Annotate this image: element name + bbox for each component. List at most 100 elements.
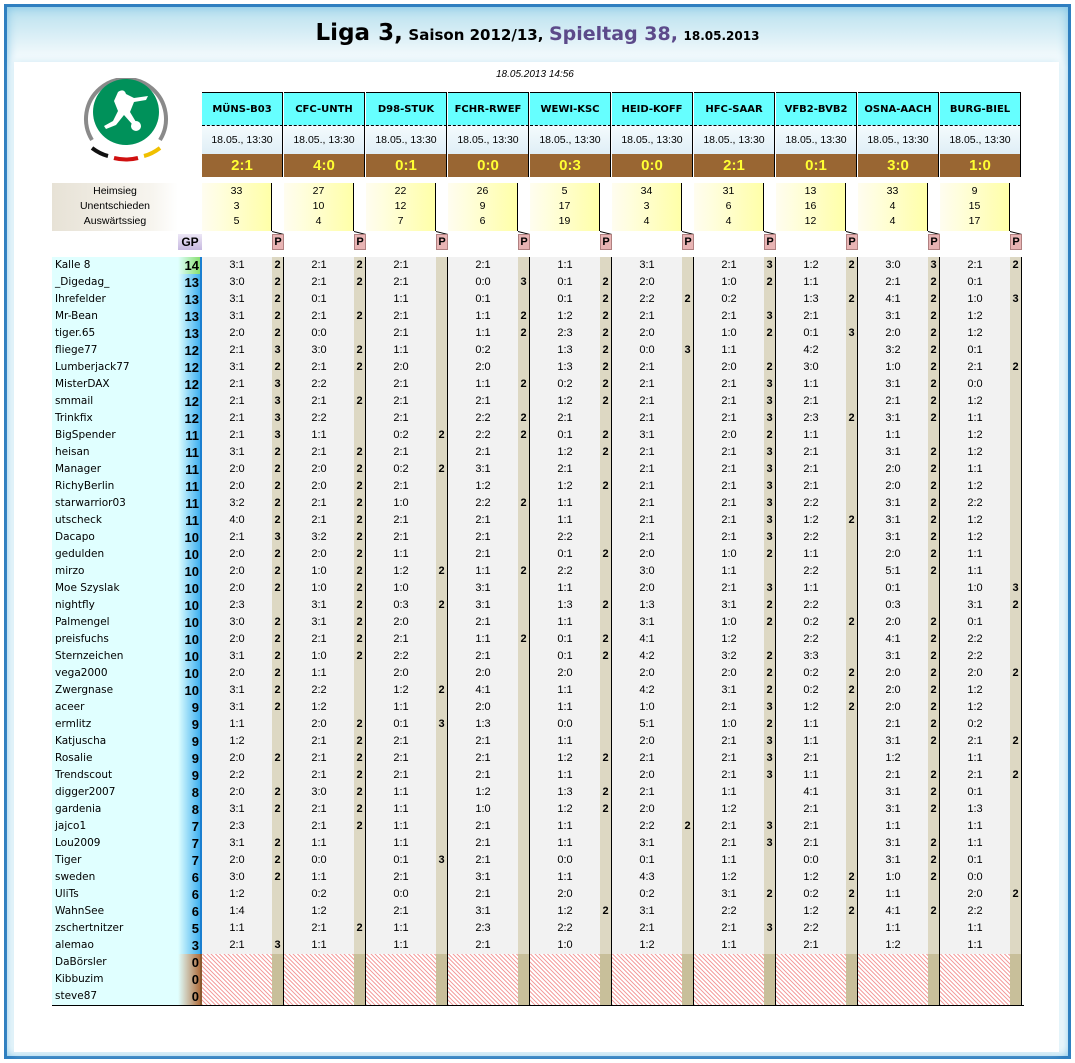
tip-cell: 2:1 [694, 393, 764, 410]
match-teams[interactable]: WEWI-KSC [530, 92, 611, 125]
player-name[interactable]: Trendscout [52, 767, 178, 784]
tip-cell: 0:2 [612, 886, 682, 903]
player-name[interactable]: DaBörsler [52, 954, 178, 971]
player-points: 9 [178, 750, 202, 767]
match-teams[interactable]: CFC-UNTH [284, 92, 365, 125]
tip-cell: 1:2 [776, 257, 846, 274]
points-cell: 2 [1010, 733, 1022, 750]
player-name[interactable]: Kalle 8 [52, 257, 178, 274]
tip-cell: 2:0 [530, 665, 600, 682]
player-name[interactable]: mirzo [52, 563, 178, 580]
match-teams[interactable]: D98-STUK [366, 92, 447, 125]
player-name[interactable]: digger2007 [52, 784, 178, 801]
points-header[interactable]: P [600, 234, 612, 250]
no-tip-cell [940, 988, 1010, 1005]
match-result: 2:1 [202, 154, 283, 177]
tip-cell: 2:2 [612, 291, 682, 308]
points-header[interactable]: P [764, 234, 776, 250]
player-name[interactable]: Manager [52, 461, 178, 478]
player-name[interactable]: _Digedag_ [52, 274, 178, 291]
player-name[interactable]: Palmengel [52, 614, 178, 631]
tip-cell: 2:1 [366, 410, 436, 427]
match-teams[interactable]: MÜNS-B03 [202, 92, 283, 125]
tip-cell: 1:1 [284, 835, 354, 852]
table-row: BigSpender 11 2:1 3 1:1 0:2 2 2:2 2 0:1 2 3:1 2:0 2 1:… [52, 427, 1024, 444]
points-cell [436, 444, 448, 461]
table-row: gardenia 8 3:1 2 2:1 2 1:1 1:0 1:2 2 2:0 1:2 2:1 3:1 2… [52, 801, 1024, 818]
tip-cell: 3:1 [448, 869, 518, 886]
points-cell: 2 [518, 427, 530, 444]
points-header[interactable]: P [928, 234, 940, 250]
no-points-cell [436, 954, 448, 971]
player-name[interactable]: alemao [52, 937, 178, 954]
player-name[interactable]: Katjuscha [52, 733, 178, 750]
match-teams[interactable]: BURG-BIEL [940, 92, 1021, 125]
match-teams[interactable]: HFC-SAAR [694, 92, 775, 125]
points-cell [518, 937, 530, 954]
player-name[interactable]: jajco1 [52, 818, 178, 835]
player-name[interactable]: heisan [52, 444, 178, 461]
player-name[interactable]: gardenia [52, 801, 178, 818]
no-tip-cell [202, 988, 272, 1005]
player-name[interactable]: tiger.65 [52, 325, 178, 342]
player-name[interactable]: Tiger [52, 852, 178, 869]
match-teams[interactable]: HEID-KOFF [612, 92, 693, 125]
player-name[interactable]: smmail [52, 393, 178, 410]
tip-cell: 1:1 [940, 937, 1010, 954]
points-cell: 3 [928, 257, 940, 274]
player-name[interactable]: aceer [52, 699, 178, 716]
points-header[interactable]: P [436, 234, 448, 250]
points-header[interactable]: P [846, 234, 858, 250]
player-name[interactable]: sweden [52, 869, 178, 886]
player-name[interactable]: Sternzeichen [52, 648, 178, 665]
player-name[interactable]: fliege77 [52, 342, 178, 359]
player-name[interactable]: vega2000 [52, 665, 178, 682]
points-cell: 2 [600, 750, 612, 767]
tip-cell: 1:1 [448, 325, 518, 342]
match-teams[interactable]: OSNA-AACH [858, 92, 939, 125]
player-name[interactable]: WahnSee [52, 903, 178, 920]
tip-cell: 2:1 [776, 937, 846, 954]
player-name[interactable]: MisterDAX [52, 376, 178, 393]
gp-header[interactable]: GP [178, 234, 202, 250]
player-name[interactable]: UliTs [52, 886, 178, 903]
player-name[interactable]: RichyBerlin [52, 478, 178, 495]
player-name[interactable]: nightfly [52, 597, 178, 614]
player-name[interactable]: Lou2009 [52, 835, 178, 852]
points-header[interactable]: P [1010, 234, 1022, 250]
points-cell: 2 [928, 682, 940, 699]
player-name[interactable]: utscheck [52, 512, 178, 529]
points-header[interactable]: P [354, 234, 366, 250]
points-header[interactable]: P [682, 234, 694, 250]
player-name[interactable]: Ihrefelder [52, 291, 178, 308]
player-name[interactable]: starwarrior03 [52, 495, 178, 512]
points-header[interactable]: P [518, 234, 530, 250]
points-cell: 2 [354, 495, 366, 512]
points-cell [436, 903, 448, 920]
match-teams[interactable]: VFB2-BVB2 [776, 92, 857, 125]
tip-cell: 1:0 [284, 563, 354, 580]
player-name[interactable]: steve87 [52, 988, 178, 1005]
points-header[interactable]: P [272, 234, 284, 250]
player-name[interactable]: gedulden [52, 546, 178, 563]
player-name[interactable]: Rosalie [52, 750, 178, 767]
player-name[interactable]: Trinkfix [52, 410, 178, 427]
tip-cell: 3:1 [202, 444, 272, 461]
player-name[interactable]: preisfuchs [52, 631, 178, 648]
player-points: 9 [178, 699, 202, 716]
tip-cell: 0:1 [448, 291, 518, 308]
match-teams[interactable]: FCHR-RWEF [448, 92, 529, 125]
points-cell: 2 [846, 682, 858, 699]
player-name[interactable]: Zwergnase [52, 682, 178, 699]
player-name[interactable]: zschertnitzer [52, 920, 178, 937]
points-cell: 2 [846, 614, 858, 631]
player-name[interactable]: Mr-Bean [52, 308, 178, 325]
match-result: 0:0 [612, 154, 693, 177]
player-name[interactable]: Kibbuzim [52, 971, 178, 988]
player-name[interactable]: Dacapo [52, 529, 178, 546]
player-name[interactable]: ermlitz [52, 716, 178, 733]
player-name[interactable]: Lumberjack77 [52, 359, 178, 376]
tip-cell: 1:1 [284, 665, 354, 682]
player-name[interactable]: BigSpender [52, 427, 178, 444]
player-name[interactable]: Moe Szyslak [52, 580, 178, 597]
